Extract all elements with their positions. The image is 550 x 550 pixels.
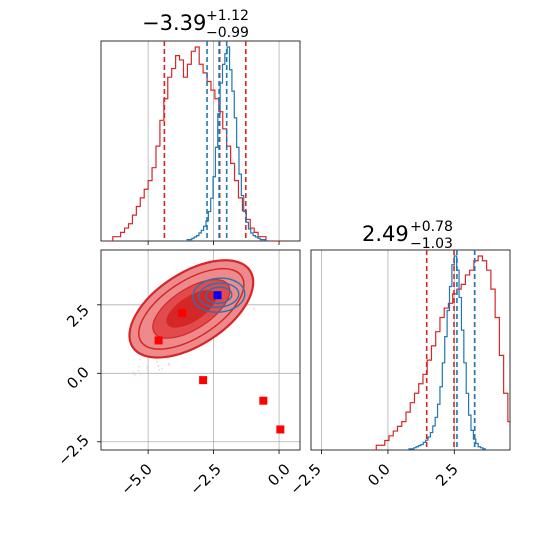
red-square-marker xyxy=(259,396,268,405)
sample-point xyxy=(139,372,142,375)
red-square-marker xyxy=(276,425,285,434)
joint-y-tick-label: −2.5 xyxy=(54,431,92,469)
red-histogram-step xyxy=(372,255,510,450)
y-marginal-title-upper-error: +0.78 xyxy=(410,219,453,235)
red-histogram-step xyxy=(108,46,282,241)
sample-point xyxy=(133,373,136,376)
sample-point xyxy=(132,371,135,374)
x-marginal-histogram-panel xyxy=(100,40,301,245)
sample-point xyxy=(161,368,164,370)
x-marginal-title-lower-error: −0.99 xyxy=(206,25,249,41)
blue-square-marker xyxy=(213,291,222,300)
y-marginal-tick-labels: −2.5 0.0 2.5 xyxy=(286,460,461,498)
red-square-marker xyxy=(199,376,208,385)
blue-contour-level xyxy=(205,286,233,304)
sample-point xyxy=(167,357,169,360)
blue-contour-level xyxy=(198,282,240,308)
axes-frame xyxy=(100,40,301,242)
y-marginal-x-tick-label: −2.5 xyxy=(286,460,324,498)
joint-y-tick-label: 2.5 xyxy=(63,301,93,331)
x-marginal-title-value: −3.39 xyxy=(142,11,206,35)
sample-point xyxy=(253,307,255,310)
sample-point xyxy=(139,358,142,361)
sample-point xyxy=(138,365,141,368)
histogram-series-group xyxy=(108,41,282,241)
x-marginal-title-upper-error: +1.12 xyxy=(206,8,249,24)
sample-point xyxy=(168,364,171,367)
x-marginal-title: −3.39 +1.12 −0.99 xyxy=(142,8,249,41)
blue-contour-level xyxy=(192,277,246,313)
y-marginal-x-tick-label: 0.0 xyxy=(364,460,394,490)
y-marginal-title-lower-error: −1.03 xyxy=(410,236,453,252)
axes-frame xyxy=(310,249,511,451)
red-contours xyxy=(128,259,255,359)
red-square-marker xyxy=(178,309,187,318)
joint-scatter-panel xyxy=(97,249,301,454)
y-marginal-title-value: 2.49 xyxy=(362,222,409,246)
sample-point xyxy=(157,365,160,367)
sample-point xyxy=(167,362,170,365)
joint-x-tick-label: −2.5 xyxy=(186,460,224,498)
blue-contours xyxy=(192,277,246,313)
y-marginal-x-tick-label: 2.5 xyxy=(432,460,462,490)
sample-point xyxy=(156,360,159,363)
y-marginal-title: 2.49 +0.78 −1.03 xyxy=(362,219,453,252)
red-square-marker xyxy=(154,336,163,345)
joint-y-tick-label: 0.0 xyxy=(63,363,93,393)
joint-x-tick-label: −5.0 xyxy=(117,460,155,498)
sample-point xyxy=(146,365,149,368)
sample-point xyxy=(146,367,149,370)
y-marginal-histogram-panel xyxy=(310,249,511,454)
histogram-series-group xyxy=(372,250,510,450)
sample-point xyxy=(158,368,161,371)
blue-histogram-step xyxy=(406,255,488,450)
sample-point xyxy=(137,369,140,372)
axes-frame xyxy=(100,249,301,451)
